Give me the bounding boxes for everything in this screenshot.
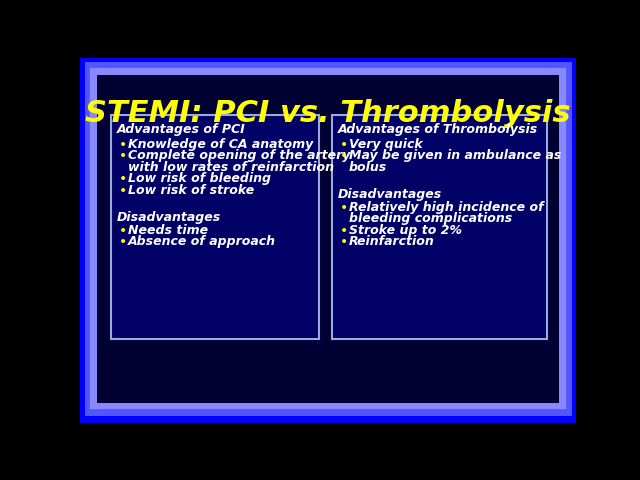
Text: Low risk of bleeding: Low risk of bleeding [128, 172, 271, 185]
FancyBboxPatch shape [97, 74, 559, 403]
FancyBboxPatch shape [84, 61, 572, 416]
Text: Knowledge of CA anatomy: Knowledge of CA anatomy [128, 138, 314, 151]
Text: May be given in ambulance as: May be given in ambulance as [349, 149, 561, 162]
Text: with low rates of reinfarction: with low rates of reinfarction [128, 161, 334, 174]
Text: bolus: bolus [349, 161, 387, 174]
Text: Relatively high incidence of: Relatively high incidence of [349, 201, 543, 214]
Text: Reinfarction: Reinfarction [349, 236, 435, 249]
Text: •: • [340, 224, 348, 238]
Text: Advantages of PCI: Advantages of PCI [117, 123, 246, 136]
Text: •: • [119, 236, 127, 250]
FancyBboxPatch shape [332, 115, 547, 339]
Text: Absence of approach: Absence of approach [128, 236, 276, 249]
Text: Advantages of Thrombolysis: Advantages of Thrombolysis [338, 123, 538, 136]
Text: STEMI: PCI vs. Thrombolysis: STEMI: PCI vs. Thrombolysis [85, 98, 571, 128]
Text: •: • [119, 224, 127, 238]
Text: •: • [340, 236, 348, 250]
Text: Low risk of stroke: Low risk of stroke [128, 184, 254, 197]
Text: Needs time: Needs time [128, 224, 208, 237]
Text: Disadvantages: Disadvantages [117, 211, 221, 224]
Text: •: • [119, 184, 127, 198]
Text: •: • [340, 138, 348, 152]
Text: •: • [119, 149, 127, 163]
Text: Very quick: Very quick [349, 138, 422, 151]
Text: Stroke up to 2%: Stroke up to 2% [349, 224, 462, 237]
Text: •: • [340, 201, 348, 215]
FancyBboxPatch shape [111, 115, 319, 339]
Text: Disadvantages: Disadvantages [338, 188, 442, 201]
Text: •: • [340, 149, 348, 163]
Text: •: • [119, 172, 127, 186]
FancyBboxPatch shape [88, 65, 568, 412]
Text: •: • [119, 138, 127, 152]
Text: Complete opening of the artery: Complete opening of the artery [128, 149, 351, 162]
FancyBboxPatch shape [92, 70, 564, 407]
FancyBboxPatch shape [97, 74, 559, 152]
Text: bleeding complications: bleeding complications [349, 212, 512, 226]
